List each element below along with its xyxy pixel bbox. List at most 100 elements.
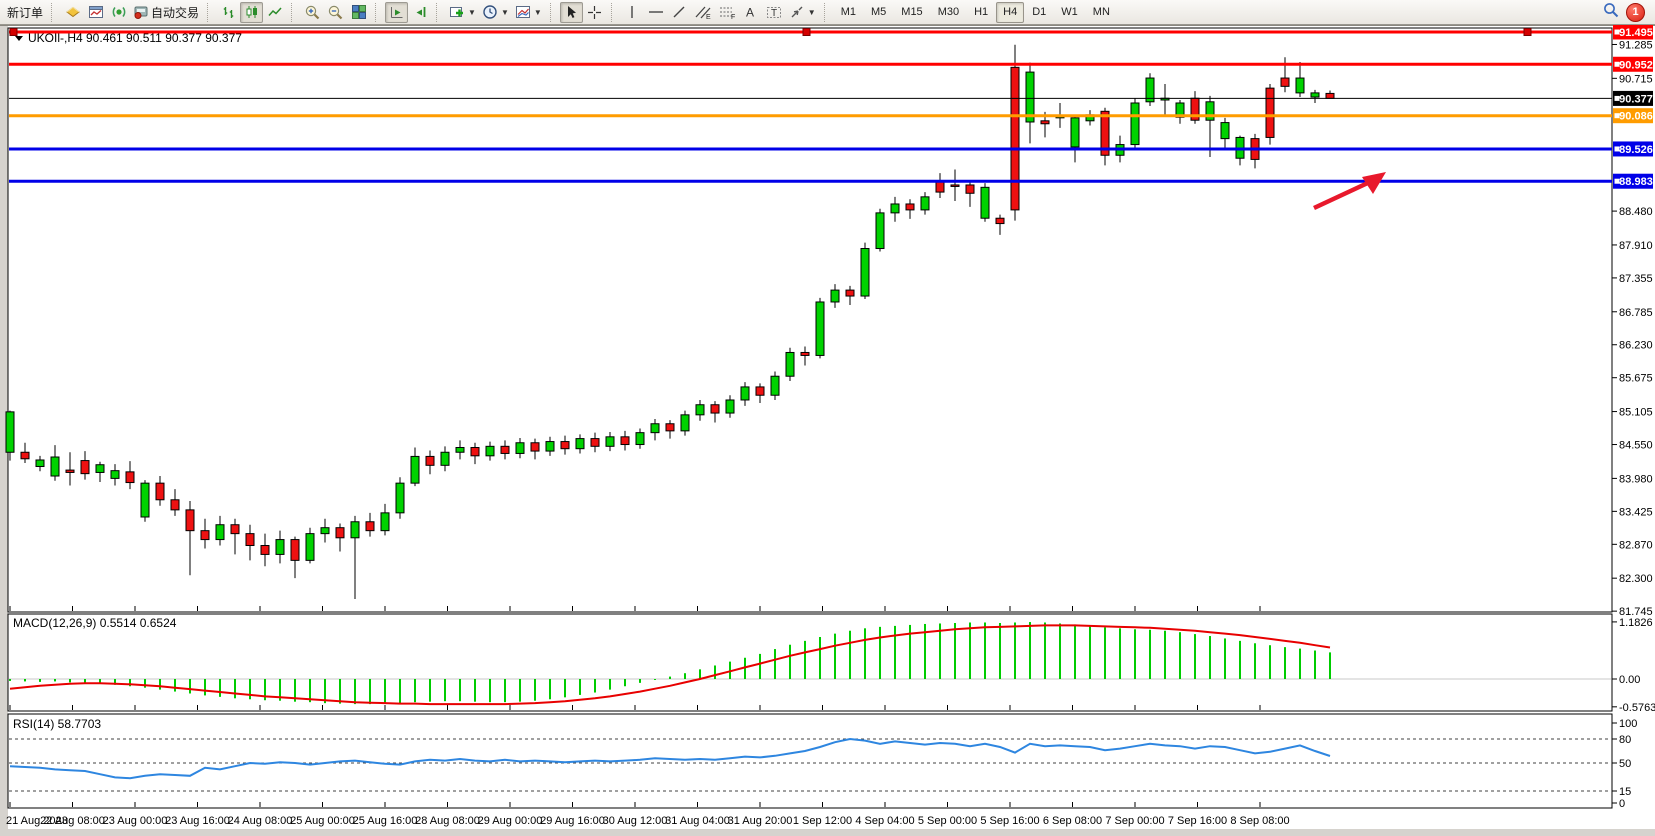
timeframe-button-h4[interactable]: H4	[996, 1, 1025, 23]
price-tick-label: 83.980	[1619, 473, 1653, 485]
ohlc-bars-icon	[221, 4, 237, 20]
horizontal-line-icon	[647, 4, 665, 20]
price-tag	[1613, 173, 1653, 189]
new-order-button[interactable]: 新订单	[4, 2, 46, 23]
timeframe-button-d1[interactable]: D1	[1032, 6, 1047, 18]
candle-bull	[320, 527, 330, 535]
candle-bear	[290, 539, 300, 561]
autotrading-button[interactable]: 自动交易	[130, 2, 202, 23]
cursor-arrow-icon	[563, 4, 579, 20]
chart-shift-button[interactable]	[408, 2, 431, 23]
chart-window-button[interactable]	[84, 2, 107, 23]
candle-bear	[845, 289, 855, 297]
candle-bull	[575, 438, 585, 450]
timeframe-button-m1[interactable]: M1	[840, 6, 856, 18]
price-tag-notch	[1614, 95, 1620, 101]
candle-bull	[50, 456, 60, 477]
signals-button[interactable]	[107, 2, 130, 23]
candle-bull	[1145, 77, 1155, 103]
annotation-arrow-shaft[interactable]	[1313, 178, 1373, 211]
zoom-in-button[interactable]	[301, 2, 324, 23]
candle-bear	[1010, 66, 1020, 211]
candle-bull	[215, 524, 225, 541]
rsi-panel[interactable]	[7, 713, 1613, 809]
main-chart-panel[interactable]	[7, 27, 1613, 613]
crosshair-tool-button[interactable]	[583, 2, 606, 23]
line-selection-handle[interactable]	[9, 28, 18, 36]
time-label: 6 Sep 08:00	[1043, 815, 1102, 827]
zoom-out-button[interactable]	[324, 2, 347, 23]
time-label: 7 Sep 00:00	[1105, 815, 1164, 827]
candle-bear	[620, 436, 630, 446]
rsi-tick-label: 50	[1619, 758, 1631, 770]
toolbar-separator	[207, 2, 213, 22]
price-tag	[1613, 90, 1653, 106]
time-label: 30 Aug 12:00	[603, 815, 668, 827]
candle-bull	[785, 351, 795, 377]
toolbar-separator	[610, 2, 617, 22]
text-label-tool-button[interactable]: T	[762, 2, 786, 23]
candle-bull	[410, 455, 420, 484]
market-watch-button[interactable]	[61, 2, 84, 23]
arrows-tool-button[interactable]: ▼	[786, 2, 819, 23]
broadcast-signal-icon	[111, 4, 127, 20]
candle-bear	[425, 455, 435, 466]
periods-button[interactable]: ▼	[479, 2, 512, 23]
candle-bull	[140, 482, 150, 518]
candle-bull	[635, 432, 645, 446]
rsi-tick-label: 15	[1619, 786, 1631, 798]
vertical-line-tool-button[interactable]	[621, 2, 644, 23]
cursor-tool-button[interactable]	[559, 1, 583, 23]
candle-bull	[440, 451, 450, 466]
timeframe-button-m15[interactable]: M15	[901, 6, 923, 18]
candle-bear	[995, 217, 1005, 225]
rsi-tick-label: 80	[1619, 734, 1631, 746]
templates-button[interactable]: ▼	[512, 2, 545, 23]
candle-bull	[650, 423, 660, 434]
fibonacci-tool-button[interactable]: F	[715, 2, 739, 23]
timeframe-button-mn[interactable]: MN	[1092, 6, 1110, 18]
price-axis-region[interactable]	[1612, 28, 1655, 808]
candle-bear	[1040, 120, 1050, 125]
timeframe-button-m5[interactable]: M5	[871, 6, 887, 18]
horizontal-line-tool-button[interactable]	[644, 2, 668, 23]
candlestick-mode-button[interactable]	[240, 1, 264, 23]
timeframe-button-h1[interactable]: H1	[974, 6, 989, 18]
macd-panel[interactable]	[7, 613, 1613, 712]
channel-tool-button[interactable]: E	[691, 2, 715, 23]
trendline-tool-button[interactable]	[668, 2, 691, 23]
macd-label: MACD(12,26,9) 0.5514 0.6524	[13, 616, 177, 630]
price-tick-label: 81.745	[1619, 606, 1653, 618]
auto-scroll-icon	[389, 4, 405, 20]
chevron-down-icon: ▼	[807, 7, 816, 17]
price-tick-label: 83.425	[1619, 506, 1653, 518]
svg-text:T: T	[771, 8, 777, 19]
line-selection-handle[interactable]	[1523, 28, 1532, 36]
indicators-button[interactable]: ▼	[446, 2, 479, 23]
tile-windows-button[interactable]	[347, 2, 370, 23]
price-tick-label: 87.355	[1619, 273, 1653, 285]
toolbar-separator	[436, 2, 442, 22]
toolbar-separator	[823, 2, 830, 22]
timeframe-button-m30[interactable]: M30	[937, 6, 960, 18]
chart-canvas[interactable]: 91.285 90.715 88.480 87.910 87.355 86.785 86.2…	[0, 25, 1655, 836]
candle-bear	[260, 545, 270, 555]
candle-bear	[200, 530, 210, 541]
annotation-arrow-head[interactable]	[1362, 172, 1386, 194]
price-tag	[1613, 25, 1653, 40]
auto-scroll-button[interactable]	[385, 1, 409, 23]
timeframe-button-w1[interactable]: W1	[1061, 6, 1078, 18]
search-icon[interactable]	[1602, 1, 1620, 24]
toolbar: 新订单 自动交易	[0, 0, 1655, 25]
equidistant-channel-icon: E	[694, 4, 712, 20]
time-axis-region[interactable]	[8, 810, 1612, 832]
chart-window-icon	[88, 4, 104, 20]
notification-badge[interactable]: 1	[1626, 2, 1645, 22]
symbol-dropdown-icon[interactable]	[15, 36, 23, 41]
line-chart-mode-button[interactable]	[263, 2, 286, 23]
line-selection-handle[interactable]	[802, 28, 811, 36]
text-tool-button[interactable]: A	[739, 2, 762, 23]
macd-tick-label: -0.5763	[1619, 702, 1655, 714]
bar-chart-mode-button[interactable]	[217, 2, 240, 23]
